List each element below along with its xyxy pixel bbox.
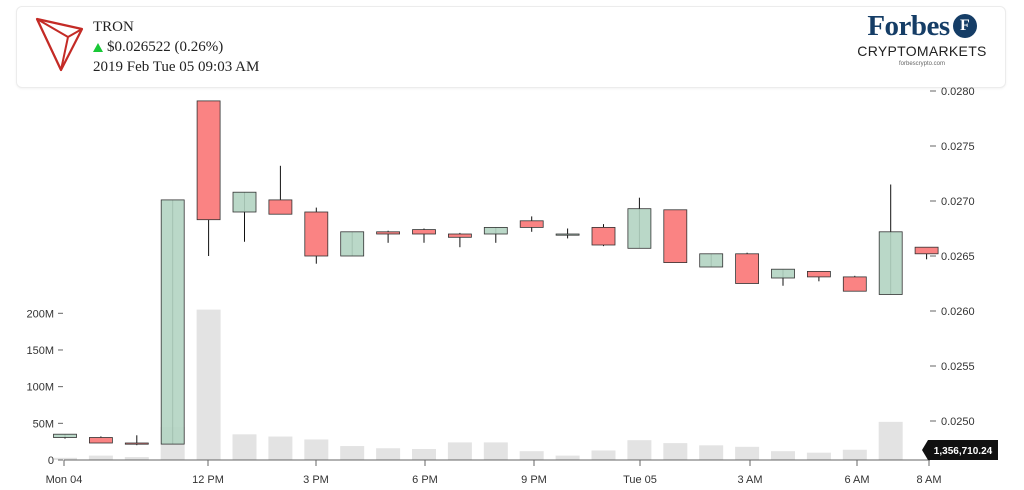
volume-bar bbox=[447, 442, 472, 460]
volume-bar bbox=[268, 436, 293, 460]
price-tick-label: 0.0255 bbox=[941, 361, 975, 373]
volume-bar bbox=[663, 443, 688, 460]
candle-down bbox=[842, 276, 867, 292]
coin-header-card: TRON $0.026522 (0.26%) 2019 Feb Tue 05 0… bbox=[16, 6, 1006, 88]
last-value-text: 1,356,710.24 bbox=[934, 446, 993, 457]
candle-down bbox=[124, 442, 149, 445]
volume-bar bbox=[196, 309, 221, 460]
candle-up bbox=[771, 268, 795, 279]
brand-url: forbescrypto.com bbox=[898, 61, 946, 67]
candle-up bbox=[340, 231, 365, 257]
candle-down bbox=[914, 246, 939, 255]
volume-bar bbox=[591, 450, 616, 460]
candle-down bbox=[591, 226, 616, 246]
volume-bar bbox=[340, 446, 365, 460]
price-tick-label: 0.0265 bbox=[941, 251, 975, 263]
volume-bar bbox=[124, 457, 149, 460]
volume-bar bbox=[232, 434, 257, 460]
price-tick-label: 0.0270 bbox=[941, 196, 975, 208]
volume-bar bbox=[376, 448, 401, 460]
x-tick-label: Tue 05 bbox=[623, 474, 657, 486]
x-tick-label: 3 AM bbox=[737, 474, 762, 486]
candle-down bbox=[196, 100, 221, 221]
volume-bar bbox=[627, 440, 652, 460]
volume-bar bbox=[735, 446, 760, 460]
candle-down bbox=[519, 220, 544, 228]
candle-up bbox=[232, 191, 257, 213]
volume-tick-label: 100M bbox=[26, 382, 54, 394]
candle-up bbox=[483, 226, 508, 235]
triangle-up-icon bbox=[93, 42, 103, 52]
candle-up bbox=[627, 208, 652, 249]
volume-bar bbox=[842, 449, 867, 460]
candle-up bbox=[699, 253, 724, 268]
x-tick-label: 6 AM bbox=[844, 474, 869, 486]
candle-down bbox=[663, 209, 688, 264]
brand-subtitle: CRYPTOMARKETS bbox=[857, 43, 987, 59]
candles bbox=[53, 100, 939, 446]
volume-bar bbox=[412, 448, 436, 460]
volume-bar bbox=[555, 455, 580, 460]
forbes-cryptomarkets-logo: Forbes F CRYPTOMARKETS forbescrypto.com bbox=[853, 9, 991, 73]
volume-bar bbox=[304, 439, 329, 460]
volume-tick-label: 200M bbox=[26, 308, 54, 320]
forbes-badge-icon: F bbox=[952, 14, 977, 38]
tron-logo-icon bbox=[35, 17, 84, 72]
candle-up bbox=[53, 433, 77, 438]
x-tick-label: 9 PM bbox=[521, 474, 547, 486]
brand-wordmark: Forbes F bbox=[853, 9, 991, 43]
candle-down bbox=[807, 270, 831, 278]
volume-tick-label: 0 bbox=[48, 455, 54, 467]
brand-name: Forbes bbox=[867, 10, 950, 42]
volume-bars bbox=[53, 309, 903, 460]
last-value-badge: 1,356,710.24 bbox=[922, 440, 998, 460]
volume-bar bbox=[53, 457, 77, 460]
x-tick-label: Mon 04 bbox=[46, 474, 83, 486]
volume-bar bbox=[519, 451, 544, 460]
price-tick-label: 0.0260 bbox=[941, 306, 975, 318]
price-tick-label: 0.0275 bbox=[941, 141, 975, 153]
volume-tick-label: 50M bbox=[33, 418, 54, 430]
coin-info: TRON $0.026522 (0.26%) 2019 Feb Tue 05 0… bbox=[93, 17, 259, 77]
candle-up bbox=[878, 231, 903, 295]
volume-bar bbox=[88, 455, 113, 460]
candle-down bbox=[376, 231, 401, 235]
x-tick-label: 3 PM bbox=[303, 474, 329, 486]
price-tick-label: 0.0280 bbox=[941, 86, 975, 98]
volume-bar bbox=[699, 445, 724, 460]
candle-down bbox=[735, 253, 759, 284]
volume-bar bbox=[483, 442, 508, 460]
candle-down bbox=[304, 211, 329, 257]
candle-up bbox=[160, 199, 185, 445]
candle-down bbox=[89, 437, 113, 444]
candle-down bbox=[412, 229, 436, 235]
candle-down bbox=[268, 199, 293, 215]
price-tick-label: 0.0250 bbox=[941, 416, 975, 428]
volume-bar bbox=[771, 451, 795, 460]
timestamp: 2019 Feb Tue 05 09:03 AM bbox=[93, 59, 260, 75]
volume-bar bbox=[878, 421, 903, 460]
x-tick-label: 8 AM bbox=[916, 474, 941, 486]
price-change-row: $0.026522 (0.26%) bbox=[93, 37, 259, 57]
volume-bar bbox=[806, 452, 831, 460]
price-change: $0.026522 (0.26%) bbox=[107, 39, 224, 55]
candle-down bbox=[447, 233, 472, 238]
volume-tick-label: 150M bbox=[26, 345, 54, 357]
candle-up bbox=[555, 233, 580, 236]
price-volume-chart[interactable]: Mon 04 12 PM 3 PM 6 PM 9 PM Tue 05 3 AM 6 AM 8 A… bbox=[0, 86, 1024, 490]
coin-name: TRON bbox=[93, 19, 134, 35]
x-tick-label: 6 PM bbox=[412, 474, 438, 486]
x-tick-label: 12 PM bbox=[192, 474, 224, 486]
